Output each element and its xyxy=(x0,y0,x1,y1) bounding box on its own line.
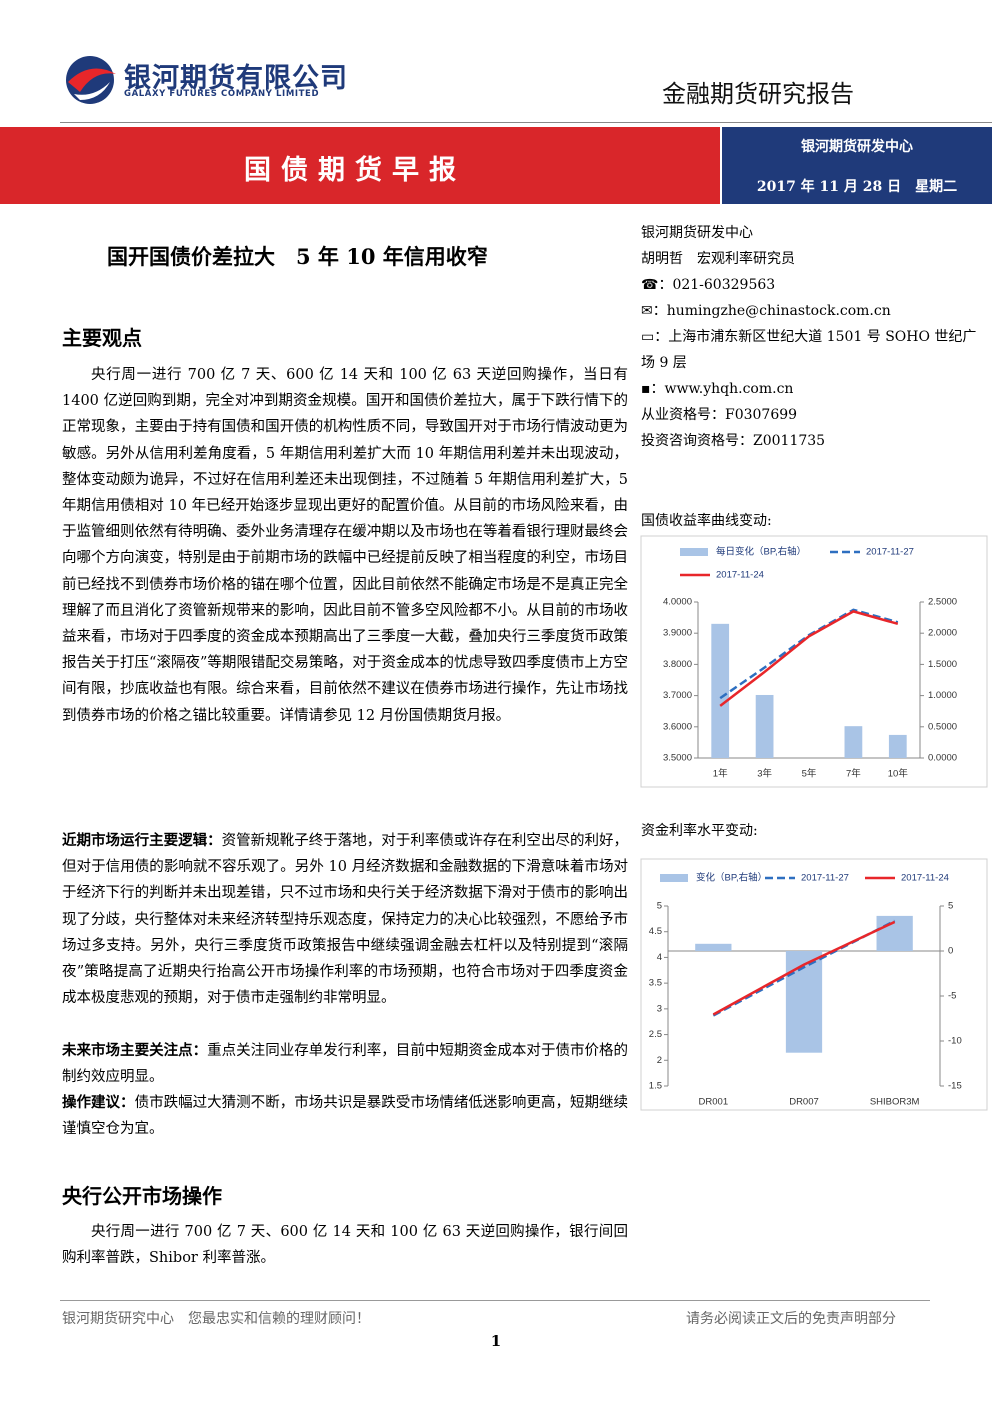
line xyxy=(712,920,896,1016)
tick-label: 3.5000 xyxy=(663,753,692,764)
sidebar-center: 银河期货研发中心 xyxy=(641,225,753,241)
x-tick-label: 3年 xyxy=(757,768,772,780)
footer-rule xyxy=(60,1300,930,1301)
phone: ：021-60329563 xyxy=(658,277,776,293)
paragraph: 操作建议：债市跌幅过大猜测不断，市场共识是暴跌受市场情绪低迷影响更高，短期继续谨… xyxy=(62,1090,628,1142)
paragraph-text: 重点关注同业存单发行利率，目前中短期资金成本对于债市价格的制约效应明显。 xyxy=(62,1043,629,1086)
tick-label: 4 xyxy=(657,952,662,963)
tick-label: 0.5000 xyxy=(928,721,957,732)
chart-title: 资金利率水平变动: xyxy=(641,823,758,839)
footer-left: 银河期货研究中心 您最忠实和信赖的理财顾问！ xyxy=(62,1311,370,1327)
paragraph: 近期市场运行主要逻辑：资管新规靴子终于落地，对于利率债或许存在利空出尽的利好，但… xyxy=(62,828,628,1011)
banner xyxy=(0,127,720,204)
legend-label: 2017-11-27 xyxy=(801,873,849,884)
phone-icon: ☎ xyxy=(641,277,659,293)
chart: 1.5 2 2.5 3 3.5 4 4.5 5 -15 -10 -5 0 5 DR001 DR007 SHIB… xyxy=(640,858,988,1111)
x-tick-label: 1年 xyxy=(713,768,728,780)
address: ：上海市浦东新区世纪大道 1501 号 SOHO 世纪广场 9 层 xyxy=(641,329,977,371)
tick-label: -15 xyxy=(948,1081,962,1092)
tick-label: 1.5000 xyxy=(928,659,957,670)
banner-date: 2017 年 11 月 28 日 星期二 xyxy=(756,179,958,195)
chart-frame xyxy=(640,535,988,788)
sidebar-phone: ☎：021-60329563 xyxy=(641,272,986,298)
bar xyxy=(888,734,907,758)
tick-label: 4.0000 xyxy=(663,597,692,608)
legend-label: 变化（BP,右轴） xyxy=(696,872,767,884)
tick-label: 3 xyxy=(657,1003,662,1014)
sidebar-license: 从业资格号：F0307699 xyxy=(641,407,798,423)
paragraph: 央行周一进行 700 亿 7 天、600 亿 14 天和 100 亿 63 天逆… xyxy=(62,367,628,724)
paragraph-lead: 近期市场运行主要逻辑： xyxy=(62,832,222,849)
tick-label: 3.9000 xyxy=(663,628,692,639)
sidebar-analyst: 胡明哲 宏观利率研究员 xyxy=(641,251,795,267)
x-tick-label: SHIBOR3M xyxy=(870,1097,920,1108)
x-tick-label: 7年 xyxy=(846,768,861,780)
email: ：humingzhe@chinastock.com.cn xyxy=(652,303,891,319)
tick-label: 1.5 xyxy=(649,1081,662,1092)
sidebar-website: ▪：www.yhqh.com.cn xyxy=(641,376,986,402)
email-icon: ✉ xyxy=(641,303,653,319)
banner-side xyxy=(722,127,992,204)
sidebar-address: ▭：上海市浦东新区世纪大道 1501 号 SOHO 世纪广场 9 层 xyxy=(641,324,986,376)
company-english: GALAXY FUTURES COMPANY LIMITED xyxy=(124,89,320,99)
legend-label: 每日变化（BP,右轴） xyxy=(716,546,806,558)
logo xyxy=(66,56,116,104)
tick-label: 0 xyxy=(948,946,953,957)
banner-center: 银河期货研发中心 xyxy=(801,139,913,155)
paragraph: 央行周一进行 700 亿 7 天、600 亿 14 天和 100 亿 63 天逆… xyxy=(62,1224,628,1267)
tick-label: 3.5 xyxy=(649,978,662,989)
section-heading: 主要观点 xyxy=(62,326,142,350)
page-number: 1 xyxy=(490,1332,502,1350)
chart-title: 国债收益率曲线变动: xyxy=(641,513,772,529)
article-title: 国开国债价差拉大 5 年 10 年信用收窄 xyxy=(107,244,488,269)
tick-label: 3.6000 xyxy=(663,721,692,732)
sidebar-email: ✉：humingzhe@chinastock.com.cn xyxy=(641,298,986,324)
legend-swatch xyxy=(660,874,688,882)
bar xyxy=(844,726,863,758)
banner-title: 国债期货早报 xyxy=(244,155,466,186)
x-tick-label: DR001 xyxy=(699,1097,729,1108)
tick-label: 0.0000 xyxy=(928,753,957,764)
paragraph-lead: 操作建议： xyxy=(62,1094,135,1111)
address-icon: ▭ xyxy=(641,329,655,345)
x-tick-label: 10年 xyxy=(888,768,909,780)
tick-label: 4.5 xyxy=(649,926,662,937)
x-tick-label: DR007 xyxy=(789,1097,819,1108)
paragraph-text: 资管新规靴子终于落地，对于利率债或许存在利空出尽的利好，但对于信用债的影响就不容… xyxy=(62,833,629,1007)
legend-label: 2017-11-24 xyxy=(716,570,764,581)
chart: 3.5000 3.6000 3.7000 3.8000 3.9000 4.0000 0.00… xyxy=(640,535,988,788)
paragraph-text: 债市跌幅过大猜测不断，市场共识是暴跌受市场情绪低迷影响更高，短期继续谨慎空仓为宜… xyxy=(62,1095,629,1138)
sidebar-consult: 投资咨询资格号：Z0011735 xyxy=(641,433,826,449)
bar xyxy=(711,623,730,758)
tick-label: 1.0000 xyxy=(928,690,957,701)
tick-label: 2 xyxy=(657,1055,662,1066)
tick-label: 5 xyxy=(657,901,662,912)
footer-right: 请务必阅读正文后的免责声明部分 xyxy=(686,1311,896,1327)
line xyxy=(719,610,899,707)
tick-label: -5 xyxy=(948,991,956,1002)
x-tick-label: 5年 xyxy=(802,768,817,780)
company-name: 银河期货有限公司 xyxy=(124,63,348,94)
paragraph-lead: 未来市场主要关注点： xyxy=(62,1042,208,1059)
legend-label: 2017-11-27 xyxy=(866,547,914,558)
paragraph: 未来市场主要关注点：重点关注同业存单发行利率，目前中短期资金成本对于债市价格的制… xyxy=(62,1038,628,1090)
website: ：www.yhqh.com.cn xyxy=(650,381,794,397)
tick-label: 2.5 xyxy=(649,1029,662,1040)
bar xyxy=(695,943,732,951)
bar xyxy=(755,694,774,758)
tick-label: 2.0000 xyxy=(928,628,957,639)
web-icon: ▪ xyxy=(641,381,651,397)
tick-label: 2.5000 xyxy=(928,597,957,608)
legend-swatch xyxy=(680,548,708,556)
tick-label: 5 xyxy=(948,901,953,912)
header-rule xyxy=(60,122,992,123)
legend-label: 2017-11-24 xyxy=(901,873,949,884)
tick-label: 3.7000 xyxy=(663,690,692,701)
report-type: 金融期货研究报告 xyxy=(662,80,854,108)
tick-label: -10 xyxy=(948,1036,962,1047)
chart-frame xyxy=(640,858,988,1111)
tick-label: 3.8000 xyxy=(663,659,692,670)
section-heading: 央行公开市场操作 xyxy=(62,1184,222,1208)
